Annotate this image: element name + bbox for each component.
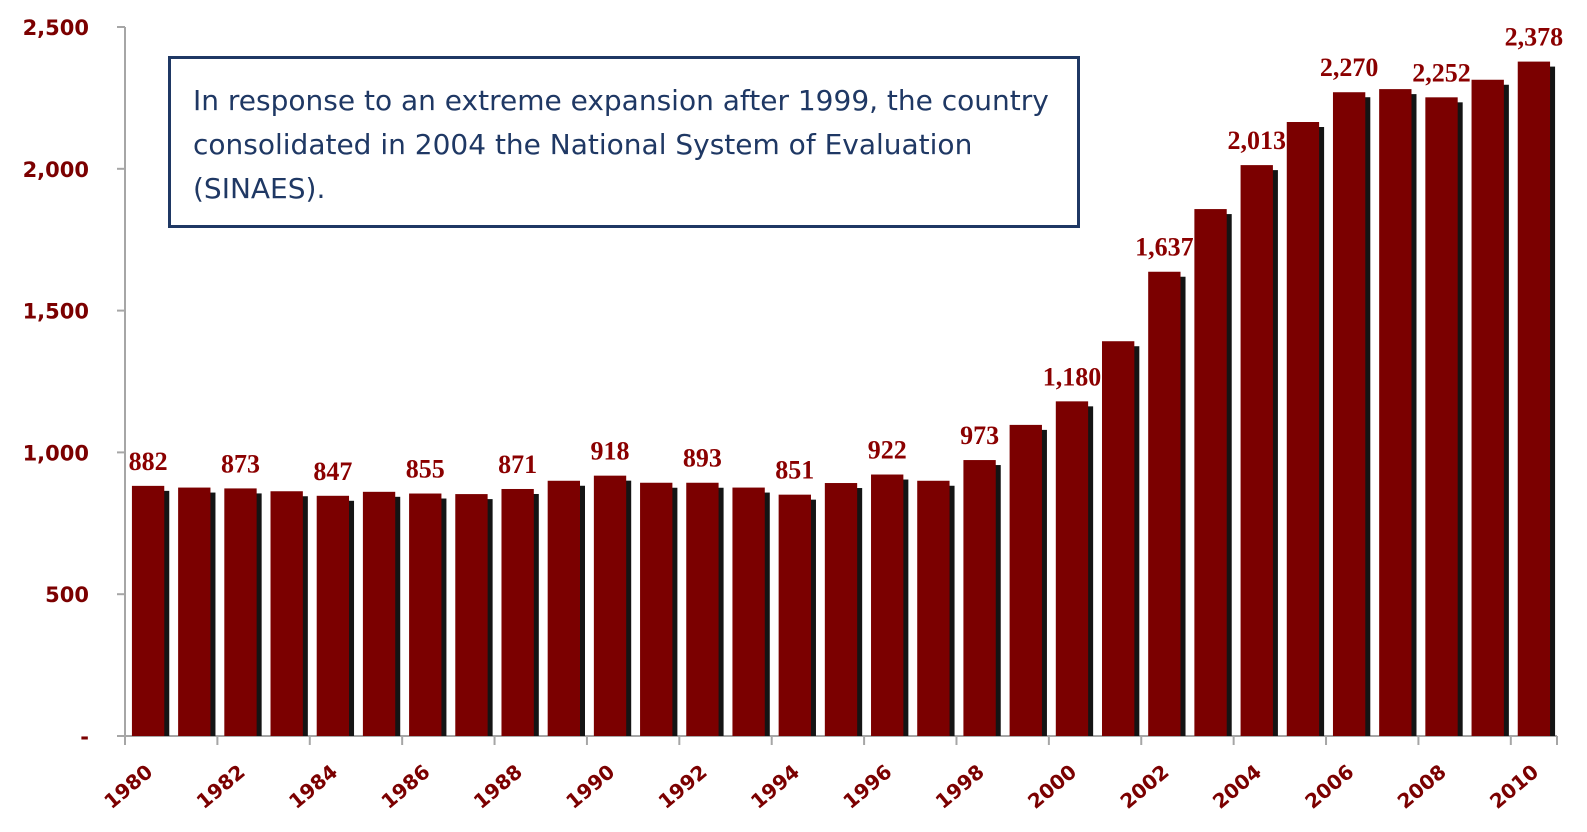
x-tick-label: 1994 [746,759,804,813]
bar-1990 [593,475,627,736]
data-label-1994: 851 [775,456,814,485]
bar-1997 [917,480,950,736]
bar-1987 [455,494,488,736]
bar-1999 [1009,424,1042,736]
y-tick-label: 2,500 [23,16,89,40]
y-tick-label: 1,500 [23,300,89,324]
x-tick-label: 1992 [654,759,712,813]
x-tick-label: 2006 [1300,759,1358,813]
data-label-1998: 973 [960,421,999,450]
x-tick-label: 2000 [1023,759,1081,813]
bar-2008 [1425,97,1458,736]
bar-2006 [1332,92,1366,736]
y-tick-label: - [80,725,89,749]
x-tick-label: 2002 [1115,759,1173,813]
x-axis: 1980 1982 1984 1986 1988 1990 1992 1994 1996 1998… [99,735,1558,814]
data-label-2006: 2,270 [1320,53,1379,82]
data-label-1982: 873 [221,449,260,478]
bar-1982 [224,488,257,736]
x-tick-label: 1996 [838,759,896,813]
bar-2003 [1194,209,1227,737]
bar-2009 [1471,79,1504,736]
data-label-1980: 882 [129,447,168,476]
x-tick-label: 1986 [376,759,434,813]
data-label-1990: 918 [591,437,630,466]
bar-2001 [1101,341,1135,736]
x-tick-label: 1990 [561,759,619,813]
bar-1996 [871,474,904,736]
bar-1983 [270,491,303,736]
data-label-1996: 922 [868,436,907,465]
bar-1986 [409,493,442,736]
x-tick-label: 2008 [1393,759,1451,813]
data-label-2010: 2,378 [1505,23,1564,52]
data-label-2008: 2,252 [1412,58,1471,87]
bar-1998 [963,460,996,736]
x-tick-label: 2004 [1208,759,1266,813]
bar-2004 [1240,165,1273,736]
bar-1994 [778,494,811,736]
x-tick-label: 2010 [1485,759,1543,813]
bar-1980 [131,485,165,736]
y-tick-label: 2,000 [23,158,89,182]
data-labels: 882 873 847 855 871 918 893 851 922 973 1,180 1,637… [129,23,1564,486]
bar-2002 [1148,271,1181,736]
x-tick-label: 1998 [931,759,989,813]
bar-2005 [1286,122,1320,737]
data-label-2002: 1,637 [1135,233,1194,262]
bar-1992 [686,482,719,736]
annotation-text: In response to an extreme expansion afte… [193,84,1049,205]
x-tick-label: 1988 [469,759,527,813]
y-tick-label: 500 [45,583,89,607]
x-tick-label: 1984 [284,759,342,813]
bars [131,61,1556,737]
data-label-1986: 855 [406,455,445,484]
bar-1989 [547,480,581,736]
bar-2000 [1055,401,1089,736]
data-label-1988: 871 [498,450,537,479]
annotation-box: In response to an extreme expansion afte… [168,56,1080,228]
bar-2007 [1379,89,1412,736]
bar-2010 [1517,61,1551,737]
data-label-1992: 893 [683,444,722,473]
bar-1988 [501,488,534,736]
x-tick-label: 1982 [192,759,250,813]
bar-1985 [362,491,396,736]
x-tick-label: 1980 [99,759,157,813]
data-label-2000: 1,180 [1043,362,1102,391]
bar-1991 [640,482,673,736]
bar-1981 [178,487,211,736]
data-label-2004: 2,013 [1227,126,1286,155]
bar-1984 [316,495,350,736]
y-axis: - 500 1,000 1,500 2,000 2,500 [23,16,126,749]
bar-1995 [824,483,858,736]
y-tick-label: 1,000 [23,441,89,465]
data-label-1984: 847 [313,457,352,486]
bar-1993 [732,487,765,736]
